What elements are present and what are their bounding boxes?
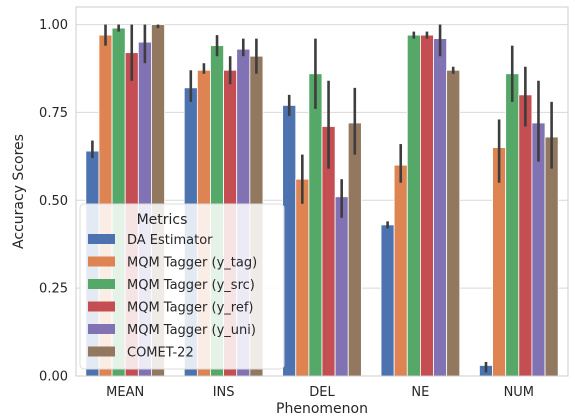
bar: [505, 73, 520, 377]
bar: [433, 38, 448, 377]
legend-label: DA Estimator: [127, 233, 213, 248]
x-tick-labels: MEAN INS DEL NE NUM: [106, 385, 534, 400]
y-tick-labels: 0.00 0.25 0.50 0.75 1.00: [39, 18, 68, 384]
legend-swatch: [88, 346, 115, 357]
bar: [406, 34, 421, 377]
bar: [308, 73, 323, 377]
bar: [347, 122, 362, 377]
y-tick-label: 0.75: [39, 106, 68, 121]
bar: [393, 164, 408, 377]
y-tick-label: 0.50: [39, 194, 68, 209]
legend-label: MQM Tagger (y_ref): [127, 301, 254, 316]
y-tick-label: 0.00: [39, 370, 68, 385]
bar: [518, 94, 533, 377]
legend-box: [79, 203, 285, 370]
legend-items: DA Estimator MQM Tagger (y_tag) MQM Tagger…: [88, 233, 257, 361]
bar: [446, 69, 461, 377]
legend-label: MQM Tagger (y_src): [127, 278, 255, 293]
x-tick-label: MEAN: [106, 385, 144, 400]
bar: [295, 178, 310, 377]
legend-label: MQM Tagger (y_uni): [127, 323, 256, 338]
bar: [282, 105, 297, 377]
x-axis-label: Phenomenon: [276, 401, 368, 416]
y-tick-label: 1.00: [39, 18, 68, 33]
bar: [380, 224, 395, 377]
x-tick-label: NUM: [504, 385, 534, 400]
legend-swatch: [88, 279, 115, 289]
x-tick-label: DEL: [309, 385, 335, 400]
legend-swatch: [88, 301, 115, 312]
legend-label: MQM Tagger (y_tag): [127, 256, 257, 271]
x-tick-label: NE: [411, 385, 429, 400]
y-tick-label: 0.25: [39, 282, 68, 297]
legend-label: COMET-22: [127, 346, 194, 361]
legend-title: Metrics: [137, 212, 188, 228]
legend: Metrics DA Estimator MQM Tagger (y_tag) MQ…: [79, 203, 285, 370]
bar: [419, 34, 434, 377]
plot-frame: [75, 6, 569, 377]
legend-swatch: [88, 234, 115, 244]
x-tick-label: INS: [213, 385, 235, 400]
bar: [544, 136, 559, 377]
legend-swatch: [88, 324, 115, 334]
legend-swatch: [88, 256, 115, 267]
bar: [334, 196, 349, 377]
error-bar-group: [91, 24, 553, 373]
y-axis-label: Accuracy Scores: [11, 134, 27, 249]
